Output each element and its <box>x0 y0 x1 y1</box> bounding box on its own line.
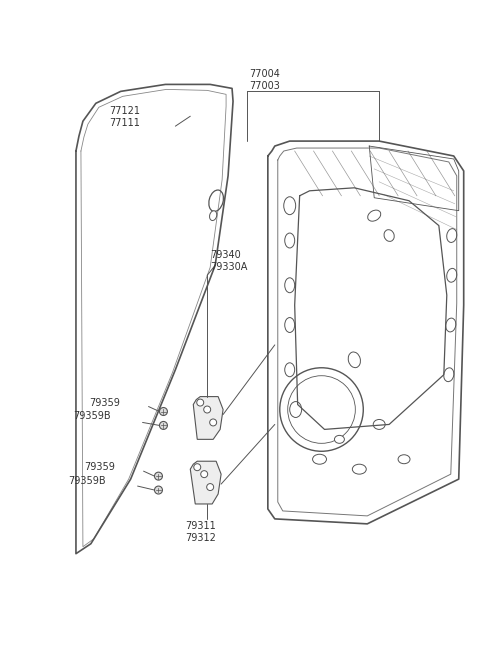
Circle shape <box>201 471 208 477</box>
Ellipse shape <box>446 318 456 332</box>
Ellipse shape <box>290 402 301 417</box>
Text: 77121: 77121 <box>109 106 140 116</box>
Text: 77111: 77111 <box>109 118 140 128</box>
Circle shape <box>155 486 162 494</box>
Circle shape <box>197 399 204 406</box>
Ellipse shape <box>284 196 296 215</box>
Text: 79312: 79312 <box>185 533 216 543</box>
Circle shape <box>207 483 214 491</box>
Text: 77004: 77004 <box>249 69 280 79</box>
Ellipse shape <box>210 211 217 221</box>
Text: 77003: 77003 <box>249 81 280 92</box>
Ellipse shape <box>352 464 366 474</box>
Ellipse shape <box>444 368 454 382</box>
Circle shape <box>288 376 355 443</box>
Ellipse shape <box>373 419 385 430</box>
Ellipse shape <box>285 278 295 293</box>
Polygon shape <box>193 396 223 440</box>
Ellipse shape <box>384 230 394 242</box>
Circle shape <box>280 367 363 451</box>
Ellipse shape <box>285 233 295 248</box>
Circle shape <box>159 421 168 430</box>
Text: 79359B: 79359B <box>68 476 106 486</box>
Text: 79311: 79311 <box>185 521 216 531</box>
Circle shape <box>210 419 216 426</box>
Ellipse shape <box>447 229 457 242</box>
Ellipse shape <box>368 210 381 221</box>
Ellipse shape <box>209 190 223 212</box>
Ellipse shape <box>285 363 295 377</box>
Circle shape <box>204 406 211 413</box>
Ellipse shape <box>285 318 295 333</box>
Ellipse shape <box>312 455 326 464</box>
Polygon shape <box>190 461 221 504</box>
Circle shape <box>194 464 201 471</box>
Ellipse shape <box>335 436 344 443</box>
Text: 79359B: 79359B <box>73 411 110 421</box>
Ellipse shape <box>348 352 360 367</box>
Text: 79359: 79359 <box>84 462 115 472</box>
Text: 79340: 79340 <box>210 250 241 261</box>
Text: 79359: 79359 <box>89 398 120 407</box>
Circle shape <box>159 407 168 415</box>
Ellipse shape <box>398 455 410 464</box>
Ellipse shape <box>447 269 457 282</box>
Circle shape <box>155 472 162 480</box>
Text: 79330A: 79330A <box>210 263 248 272</box>
